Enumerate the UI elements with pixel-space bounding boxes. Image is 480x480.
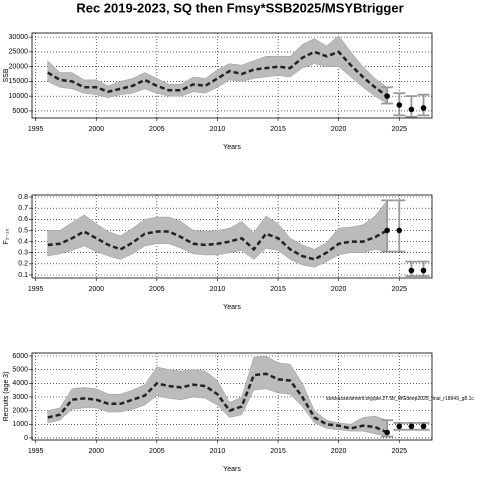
- x-tick-label: 1995: [28, 448, 44, 455]
- y-tick-label: 20000: [9, 63, 29, 70]
- chart-title: Rec 2019-2023, SQ then Fmsy*SSB2025/MSYB…: [76, 0, 403, 15]
- y-tick-label: 0.2: [18, 261, 28, 268]
- y-tick-label: 1000: [12, 421, 28, 428]
- projection-point: [384, 429, 390, 436]
- x-tick-label: 2025: [391, 286, 407, 293]
- x-axis-label: Years: [223, 466, 241, 473]
- projection-point: [420, 267, 427, 274]
- median-line: [47, 229, 388, 261]
- x-tick-label: 2000: [88, 286, 104, 293]
- y-tick-label: 5000: [12, 108, 28, 115]
- y-tick-label: 0.4: [18, 238, 28, 245]
- x-tick-label: 2010: [210, 126, 226, 133]
- x-tick-label: 2025: [391, 126, 407, 133]
- x-tick-label: 2015: [270, 448, 286, 455]
- projection-point: [384, 227, 390, 234]
- plot-frame: [31, 194, 433, 279]
- projection-point: [408, 106, 415, 113]
- x-tick-label: 2000: [88, 448, 104, 455]
- x-tick-label: 2020: [331, 286, 347, 293]
- x-tick-label: 2005: [149, 448, 165, 455]
- y-axis-label: SSB: [3, 68, 10, 82]
- x-tick-label: 2025: [391, 448, 407, 455]
- plot-frame: [31, 352, 433, 441]
- x-tick-label: 2015: [270, 286, 286, 293]
- y-tick-label: 30000: [9, 34, 29, 41]
- x-tick-label: 2010: [210, 448, 226, 455]
- y-tick-label: 0: [24, 435, 28, 442]
- x-tick-label: 1995: [28, 286, 44, 293]
- y-tick-label: 10000: [9, 93, 29, 100]
- y-tick-label: 0.8: [18, 194, 28, 201]
- y-tick-label: 25000: [9, 49, 29, 56]
- projection-point: [420, 423, 427, 430]
- projection-point: [396, 423, 403, 430]
- annotation: stockassessment.org/ple.27.5b_WGdeep2025…: [326, 396, 474, 402]
- median-line: [47, 372, 388, 434]
- y-tick-label: 0.1: [18, 272, 28, 279]
- x-axis-label: Years: [223, 144, 241, 151]
- x-tick-label: 2000: [88, 126, 104, 133]
- y-tick-label: 5000: [12, 367, 28, 374]
- x-tick-label: 2005: [149, 286, 165, 293]
- plot-frame: [31, 32, 433, 119]
- median-line: [47, 50, 388, 98]
- x-tick-label: 2005: [149, 126, 165, 133]
- y-axis-label: Recruits (age 3): [3, 372, 10, 422]
- y-tick-label: 2000: [12, 407, 28, 414]
- x-axis-label: Years: [223, 304, 241, 311]
- y-tick-label: 0.5: [18, 227, 28, 234]
- projection-point: [408, 423, 415, 430]
- y-tick-label: 4000: [12, 380, 28, 387]
- projection-point: [408, 267, 415, 274]
- projection-point: [396, 227, 403, 234]
- projection-point: [396, 102, 403, 108]
- y-tick-label: 6000: [12, 353, 28, 360]
- x-tick-label: 2020: [331, 126, 347, 133]
- projection-point: [384, 93, 390, 99]
- x-tick-label: 1995: [28, 126, 44, 133]
- y-tick-label: 15000: [9, 78, 29, 85]
- y-tick-label: 0.7: [18, 205, 28, 212]
- y-tick-label: 0.6: [18, 216, 28, 223]
- x-tick-label: 2015: [270, 126, 286, 133]
- y-tick-label: 3000: [12, 394, 28, 401]
- x-tick-label: 2020: [331, 448, 347, 455]
- projection-point: [420, 105, 427, 111]
- y-tick-label: 0.3: [18, 250, 28, 257]
- y-axis-label: F₂₋₁₀: [3, 228, 10, 244]
- x-tick-label: 2010: [210, 286, 226, 293]
